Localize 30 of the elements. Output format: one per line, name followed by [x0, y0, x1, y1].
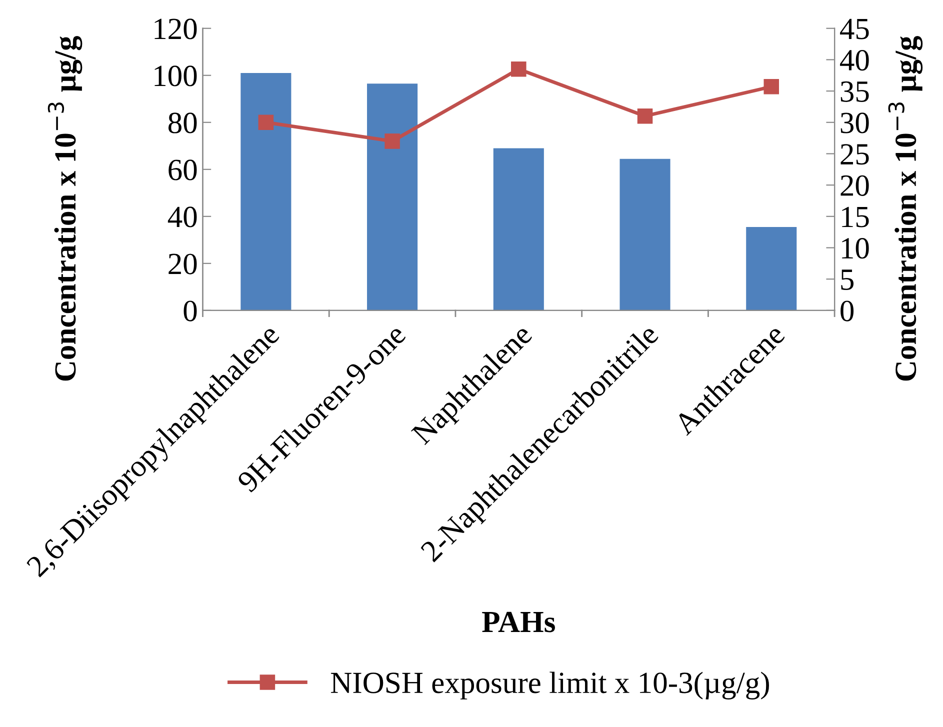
y-tick-label: 120 — [154, 18, 197, 40]
bar — [240, 73, 292, 310]
y-tick-label: 100 — [154, 66, 197, 86]
point — [258, 114, 274, 130]
y-tick-label: 60 — [168, 160, 197, 180]
y2-tick-label: 25 — [840, 144, 869, 165]
y-tick-label: 40 — [168, 206, 197, 228]
y2-tick-label: 5 — [841, 270, 854, 290]
point — [764, 79, 780, 94]
bar — [620, 158, 670, 310]
y2-tick-label: 10 — [842, 238, 869, 259]
y2-axis-title: Concentration x 10$^{−3}$ µg/g — [888, 36, 923, 381]
y-tick-label: 0 — [184, 300, 197, 322]
bar — [493, 148, 544, 310]
y2-tick-label: 45 — [840, 18, 869, 40]
point — [384, 134, 400, 149]
y2-tick-label: 0 — [840, 300, 854, 322]
y2-tick-label: 40 — [840, 50, 869, 71]
x-axis-title: PAHs — [482, 612, 555, 632]
y2-tick-label: 35 — [840, 81, 869, 102]
y2-tick-label: 30 — [840, 112, 869, 134]
y2-tick-label: 20 — [840, 175, 869, 196]
bar — [367, 84, 418, 310]
bar — [746, 226, 797, 310]
legend-label: NIOSH exposure limit x 10-3(µg/g) — [330, 672, 769, 700]
point — [637, 108, 653, 124]
y2-tick-label: 15 — [842, 206, 869, 228]
point — [511, 61, 526, 77]
y-tick-label: 80 — [168, 112, 197, 134]
y-tick-label: 20 — [168, 254, 197, 274]
